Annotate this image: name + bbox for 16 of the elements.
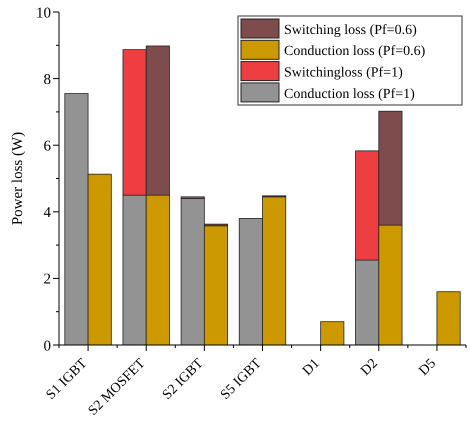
x-tick-label: D2: [358, 356, 381, 379]
x-tick-label: D1: [300, 356, 323, 379]
y-tick-label: 10: [36, 5, 51, 22]
x-tick-label: D5: [416, 356, 440, 379]
legend-label: Switching loss (Pf=0.6): [284, 22, 418, 38]
legend-label: Switchingloss (Pf=1): [284, 66, 404, 80]
y-axis-title: Power loss (W): [10, 132, 26, 226]
y-tick-label: 6: [44, 138, 52, 154]
y-tick-label: 4: [44, 205, 52, 222]
legend-label: Conduction loss (Pf=0.6): [284, 44, 426, 60]
bar: [320, 321, 344, 346]
bar: [436, 291, 461, 346]
y-tick-label: 2: [44, 272, 51, 288]
legend-label: Conduction loss (Pf=1): [284, 86, 416, 102]
y-tick-label: 8: [44, 72, 51, 88]
y-tick-label: 0: [44, 338, 51, 354]
